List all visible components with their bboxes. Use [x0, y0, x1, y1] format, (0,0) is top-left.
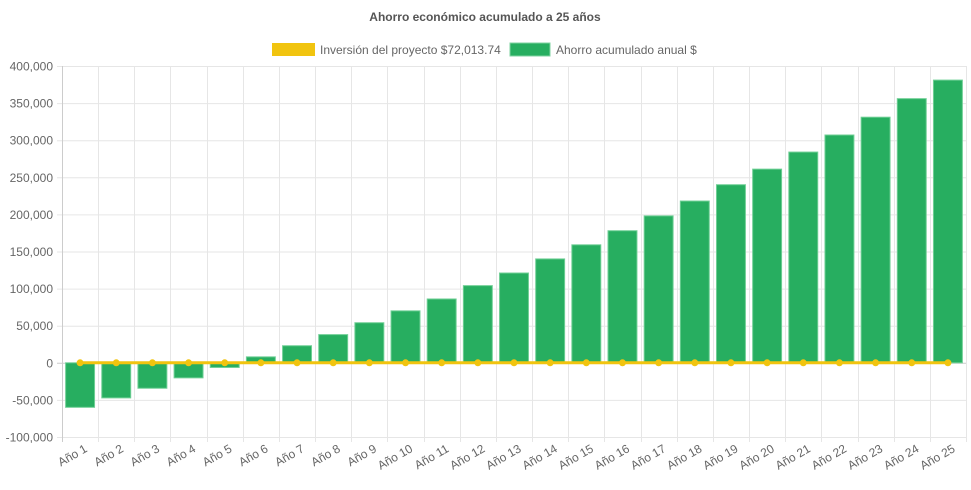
- investment-point-4: [185, 359, 193, 367]
- investment-point-2: [112, 359, 120, 367]
- bar-14: [535, 258, 566, 364]
- legend-swatch-savings[interactable]: [509, 42, 551, 57]
- investment-point-8: [329, 359, 337, 367]
- bar-18: [679, 200, 710, 364]
- y-tick-label: -100,000: [6, 431, 54, 445]
- x-tick-label: Año 20: [737, 441, 777, 472]
- investment-point-7: [293, 359, 301, 367]
- y-tick-label: 150,000: [10, 245, 54, 259]
- bar-16: [607, 230, 638, 364]
- y-tick-label: 250,000: [10, 171, 54, 185]
- x-tick-label: Año 22: [809, 441, 849, 472]
- bar-9: [354, 322, 385, 364]
- bar-15: [571, 244, 602, 364]
- bar-8: [318, 334, 349, 364]
- x-tick-label: Año 13: [484, 441, 524, 472]
- x-tick-label: Año 16: [592, 441, 632, 472]
- x-tick-label: Año 4: [164, 441, 198, 469]
- bar-3: [137, 362, 168, 389]
- investment-point-14: [546, 359, 554, 367]
- investment-point-10: [402, 359, 410, 367]
- bar-23: [860, 116, 891, 364]
- x-tick-label: Año 24: [881, 441, 921, 472]
- bar-2: [101, 362, 132, 399]
- legend[interactable]: Inversión del proyecto $72,013.74 Ahorro…: [272, 42, 697, 57]
- investment-point-6: [257, 359, 265, 367]
- x-tick-label: Año 7: [272, 441, 306, 469]
- y-tick-label: 0: [46, 356, 53, 370]
- bar-1: [65, 362, 96, 408]
- bar-17: [643, 215, 674, 364]
- x-tick-label: Año 8: [309, 441, 343, 469]
- x-tick-label: Año 18: [664, 441, 704, 472]
- bar-10: [390, 310, 421, 364]
- y-tick-label: 200,000: [10, 208, 54, 222]
- y-tick-label: 300,000: [10, 134, 54, 148]
- investment-point-16: [618, 359, 626, 367]
- y-tick-label: 100,000: [10, 282, 54, 296]
- y-tick-label: -50,000: [12, 393, 53, 407]
- investment-point-18: [691, 359, 699, 367]
- legend-label-savings[interactable]: Ahorro acumulado anual $: [556, 43, 697, 57]
- x-tick-label: Año 25: [917, 441, 957, 472]
- x-tick-label: Año 19: [701, 441, 741, 472]
- y-tick-label: 400,000: [10, 60, 54, 74]
- investment-point-19: [727, 359, 735, 367]
- investment-point-21: [799, 359, 807, 367]
- bar-22: [824, 134, 855, 364]
- investment-point-23: [872, 359, 880, 367]
- x-tick-label: Año 11: [412, 441, 451, 472]
- x-tick-label: Año 23: [845, 441, 885, 472]
- bar-20: [752, 168, 783, 364]
- investment-point-17: [655, 359, 663, 367]
- x-tick-label: Año 14: [520, 441, 560, 472]
- investment-point-11: [438, 359, 446, 367]
- bar-21: [788, 151, 819, 364]
- investment-point-12: [474, 359, 482, 367]
- y-tick-label: 350,000: [10, 97, 54, 111]
- bar-24: [896, 98, 927, 364]
- investment-point-1: [76, 359, 84, 367]
- bar-25: [932, 79, 963, 364]
- x-tick-label: Año 12: [447, 441, 487, 472]
- x-tick-label: Año 6: [236, 441, 270, 469]
- bar-11: [426, 298, 457, 364]
- x-tick-label: Año 3: [128, 441, 162, 469]
- investment-point-15: [582, 359, 590, 367]
- legend-label-investment[interactable]: Inversión del proyecto $72,013.74: [320, 43, 501, 57]
- x-tick-label: Año 10: [375, 441, 415, 472]
- investment-point-3: [148, 359, 156, 367]
- x-tick-label: Año 17: [628, 441, 668, 472]
- x-tick-label: Año 2: [92, 441, 126, 469]
- x-tick-label: Año 21: [773, 441, 813, 472]
- x-tick-label: Año 9: [345, 441, 379, 469]
- x-tick-label: Año 15: [556, 441, 596, 472]
- investment-point-13: [510, 359, 518, 367]
- investment-point-5: [221, 359, 229, 367]
- y-tick-label: 50,000: [16, 319, 53, 333]
- legend-swatch-investment[interactable]: [272, 43, 315, 56]
- x-tick-label: Año 5: [200, 441, 234, 469]
- chart-title: Ahorro económico acumulado a 25 años: [369, 10, 601, 24]
- investment-point-25: [944, 359, 952, 367]
- investment-point-20: [763, 359, 771, 367]
- investment-point-24: [908, 359, 916, 367]
- x-tick-label: Año 1: [55, 441, 89, 469]
- investment-point-9: [365, 359, 373, 367]
- investment-point-22: [835, 359, 843, 367]
- bar-13: [499, 272, 529, 364]
- bar-19: [715, 184, 746, 364]
- bar-12: [462, 285, 493, 364]
